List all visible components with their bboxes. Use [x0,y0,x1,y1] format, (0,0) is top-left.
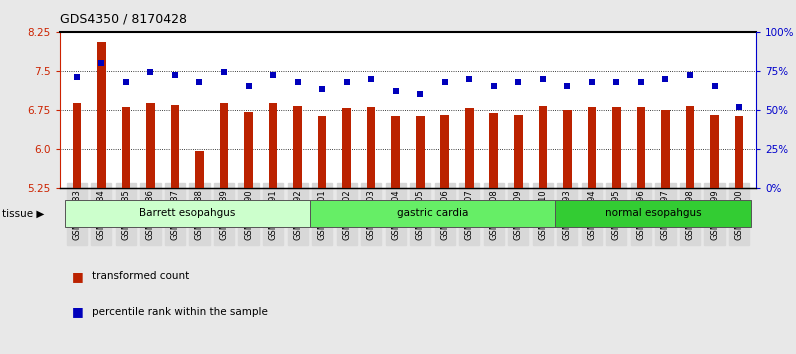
Bar [710,115,719,188]
Point [144,69,157,75]
Text: gastric cardia: gastric cardia [396,208,468,218]
Point [586,79,599,85]
Bar [661,110,669,188]
Bar [490,113,498,188]
Point [634,79,647,85]
Text: percentile rank within the sample: percentile rank within the sample [92,307,267,316]
Bar [367,107,376,188]
Bar [310,200,555,227]
Bar [195,151,204,188]
Point [340,79,353,85]
Point [708,84,721,89]
Bar [293,105,302,188]
Bar [587,107,596,188]
Text: GDS4350 / 8170428: GDS4350 / 8170428 [60,12,187,25]
Bar [342,108,351,188]
Bar [64,200,310,227]
Bar [318,116,326,188]
Bar [269,103,277,188]
Point [463,76,476,81]
Point [732,104,745,109]
Text: ■: ■ [72,305,84,318]
Text: tissue ▶: tissue ▶ [2,209,44,219]
Point [291,79,304,85]
Text: Barrett esopahgus: Barrett esopahgus [139,208,236,218]
Point [267,73,279,78]
Point [561,84,574,89]
Point [169,73,181,78]
Point [316,87,329,92]
Point [684,73,696,78]
Bar [416,116,424,188]
Text: transformed count: transformed count [92,271,189,281]
Bar [539,105,547,188]
Point [217,69,230,75]
Bar [555,200,751,227]
Bar [392,116,400,188]
Point [71,74,84,80]
Point [487,84,500,89]
Text: ■: ■ [72,270,84,282]
Point [95,60,107,66]
Bar [244,112,253,188]
Bar [72,103,81,188]
Point [537,76,549,81]
Bar [514,115,523,188]
Bar [685,105,694,188]
Text: normal esopahgus: normal esopahgus [605,208,701,218]
Point [389,88,402,94]
Bar [612,107,621,188]
Bar [220,103,228,188]
Bar [170,104,179,188]
Point [365,76,377,81]
Bar [637,107,646,188]
Bar [563,110,572,188]
Point [193,79,206,85]
Bar [440,115,449,188]
Bar [735,116,743,188]
Point [119,79,132,85]
Point [439,79,451,85]
Bar [97,42,106,188]
Point [242,84,255,89]
Bar [146,103,154,188]
Point [414,91,427,97]
Point [659,76,672,81]
Point [610,79,622,85]
Point [512,79,525,85]
Bar [465,108,474,188]
Bar [122,107,131,188]
